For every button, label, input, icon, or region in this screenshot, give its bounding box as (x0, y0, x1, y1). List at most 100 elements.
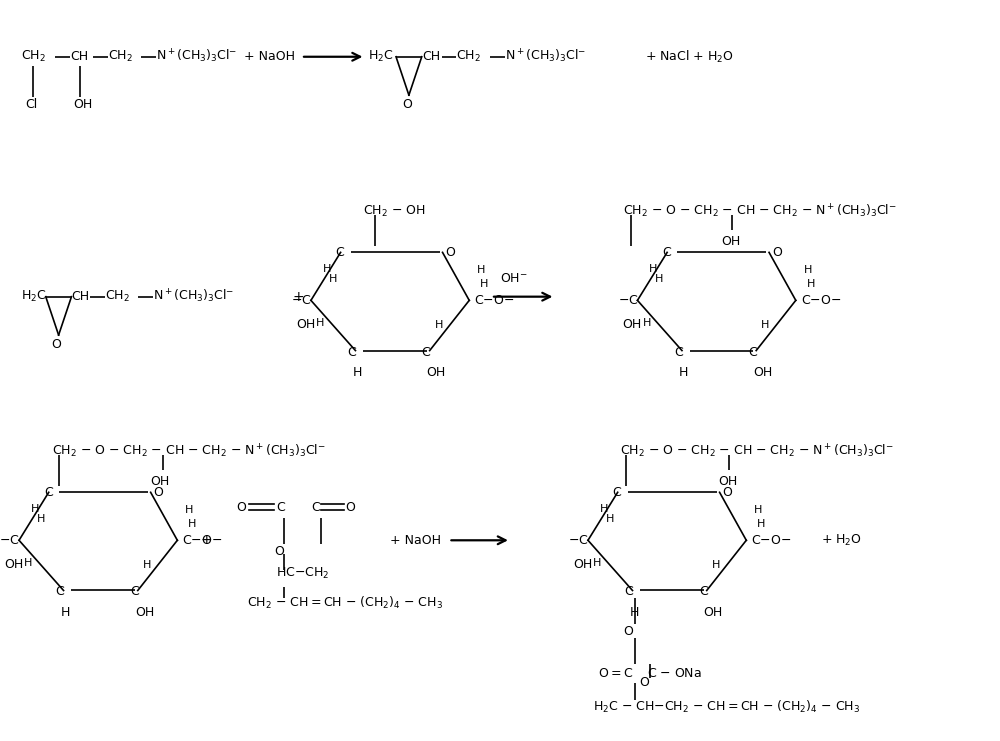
Text: H: H (24, 558, 32, 568)
Text: H$_2$C: H$_2$C (368, 49, 394, 64)
Text: H: H (679, 366, 688, 379)
Text: H: H (143, 560, 151, 571)
Text: O: O (639, 677, 649, 689)
Text: H: H (435, 320, 443, 330)
Text: CH$_2$ $-$ CH$=$CH $-$ (CH$_2$)$_4$ $-$ CH$_3$: CH$_2$ $-$ CH$=$CH $-$ (CH$_2$)$_4$ $-$ … (247, 595, 443, 611)
Text: C: C (276, 501, 285, 514)
Text: CH$_2$ $-$ O $-$ CH$_2$ $-$ CH $-$ CH$_2$ $-$ N$^+$(CH$_3$)$_3$Cl$^{-}$: CH$_2$ $-$ O $-$ CH$_2$ $-$ CH $-$ CH$_2… (52, 443, 325, 460)
Text: OH: OH (135, 606, 154, 619)
Text: CH$_2$: CH$_2$ (108, 49, 133, 64)
Text: H: H (600, 504, 608, 514)
Text: N$^+$(CH$_3$)$_3$Cl$^{-}$: N$^+$(CH$_3$)$_3$Cl$^{-}$ (505, 48, 586, 65)
Text: Cl: Cl (25, 99, 37, 111)
Text: CH$_2$ $-$ O $-$ CH$_2$ $-$ CH $-$ CH$_2$ $-$ N$^+$(CH$_3$)$_3$Cl$^{-}$: CH$_2$ $-$ O $-$ CH$_2$ $-$ CH $-$ CH$_2… (623, 203, 896, 221)
Text: H: H (352, 366, 362, 379)
Text: C: C (130, 585, 139, 599)
Text: O: O (772, 246, 782, 259)
Text: + NaOH: + NaOH (390, 534, 441, 547)
Text: OH: OH (722, 235, 741, 247)
Text: OH: OH (73, 99, 93, 111)
Text: C: C (662, 246, 671, 259)
Text: H: H (480, 279, 489, 289)
Text: C $-$ ONa: C $-$ ONa (647, 667, 702, 679)
Text: $+$: $+$ (292, 290, 304, 304)
Text: O: O (52, 338, 62, 351)
Text: CH$_2$ $-$ O $-$ CH$_2$ $-$ CH $-$ CH$_2$ $-$ N$^+$(CH$_3$)$_3$Cl$^{-}$: CH$_2$ $-$ O $-$ CH$_2$ $-$ CH $-$ CH$_2… (620, 443, 893, 460)
Text: N$^+$(CH$_3$)$_3$Cl$^{-}$: N$^+$(CH$_3$)$_3$Cl$^{-}$ (156, 48, 237, 65)
Text: $-$C: $-$C (618, 294, 638, 307)
Text: O$=$C: O$=$C (598, 667, 633, 679)
Text: H: H (477, 265, 486, 276)
Text: H: H (61, 606, 70, 619)
Text: CH: CH (423, 50, 441, 63)
Text: H: H (606, 514, 614, 523)
Text: H: H (37, 514, 45, 523)
Text: CH: CH (71, 290, 90, 303)
Text: OH: OH (296, 318, 315, 331)
Text: C: C (56, 585, 64, 599)
Text: C: C (625, 585, 633, 599)
Text: + NaOH: + NaOH (244, 50, 295, 63)
Text: OH: OH (623, 318, 642, 331)
Text: C: C (422, 345, 430, 359)
Text: OH: OH (151, 475, 170, 488)
Text: OH: OH (719, 475, 738, 488)
Text: OH: OH (4, 558, 23, 571)
Text: $+$ H$_2$O: $+$ H$_2$O (821, 533, 862, 548)
Text: H: H (757, 519, 766, 528)
Text: C$-$O$-$: C$-$O$-$ (474, 294, 514, 307)
Text: O: O (274, 545, 284, 558)
Text: O: O (402, 99, 412, 111)
Text: O: O (445, 246, 455, 259)
Text: $-$C: $-$C (291, 294, 312, 307)
Text: H: H (31, 504, 39, 514)
Text: H: H (630, 606, 639, 619)
Text: H$_2$C $-$ CH$-$CH$_2$ $-$ CH$=$CH $-$ (CH$_2$)$_4$ $-$ CH$_3$: H$_2$C $-$ CH$-$CH$_2$ $-$ CH$=$CH $-$ (… (593, 699, 860, 715)
Text: + NaCl + H$_2$O: + NaCl + H$_2$O (645, 49, 734, 64)
Text: C: C (613, 486, 621, 499)
Text: H: H (185, 505, 194, 516)
Text: $-$C: $-$C (0, 534, 20, 547)
Text: O: O (624, 625, 633, 637)
Text: H: H (323, 264, 331, 274)
Text: O: O (237, 501, 247, 514)
Text: H: H (188, 519, 197, 528)
Text: C: C (336, 246, 344, 259)
Text: H: H (807, 279, 815, 289)
Text: OH: OH (427, 366, 446, 379)
Text: OH: OH (573, 558, 592, 571)
Text: OH: OH (704, 606, 723, 619)
Text: CH$_2$ $-$ OH: CH$_2$ $-$ OH (363, 205, 426, 219)
Text: H: H (593, 558, 601, 568)
Text: H: H (329, 273, 337, 284)
Text: $+$: $+$ (200, 534, 212, 548)
Text: O: O (154, 486, 163, 499)
Text: C: C (674, 345, 683, 359)
Text: C: C (44, 486, 53, 499)
Text: C$-$O$-$: C$-$O$-$ (182, 534, 222, 547)
Text: H: H (754, 505, 763, 516)
Text: H: H (655, 273, 664, 284)
Text: CH: CH (70, 50, 89, 63)
Text: H: H (649, 264, 658, 274)
Text: H: H (316, 318, 324, 328)
Text: CH$_2$: CH$_2$ (21, 49, 46, 64)
Text: H$_2$C: H$_2$C (21, 289, 47, 305)
Text: H: H (712, 560, 720, 571)
Text: OH: OH (753, 366, 772, 379)
Text: N$^+$(CH$_3$)$_3$Cl$^{-}$: N$^+$(CH$_3$)$_3$Cl$^{-}$ (153, 288, 234, 305)
Text: OH$^{-}$: OH$^{-}$ (500, 272, 528, 285)
Text: C$-$O$-$: C$-$O$-$ (751, 534, 791, 547)
Text: H: H (642, 318, 651, 328)
Text: C$-$O$-$: C$-$O$-$ (801, 294, 841, 307)
Text: CH$_2$: CH$_2$ (105, 289, 130, 305)
Text: C: C (699, 585, 708, 599)
Text: HC$-$CH$_2$: HC$-$CH$_2$ (276, 566, 330, 581)
Text: CH$_2$: CH$_2$ (456, 49, 481, 64)
Text: H: H (761, 320, 770, 330)
Text: C: C (348, 345, 356, 359)
Text: H: H (804, 265, 812, 276)
Text: O: O (723, 486, 732, 499)
Text: C: C (311, 501, 320, 514)
Text: O: O (346, 501, 355, 514)
